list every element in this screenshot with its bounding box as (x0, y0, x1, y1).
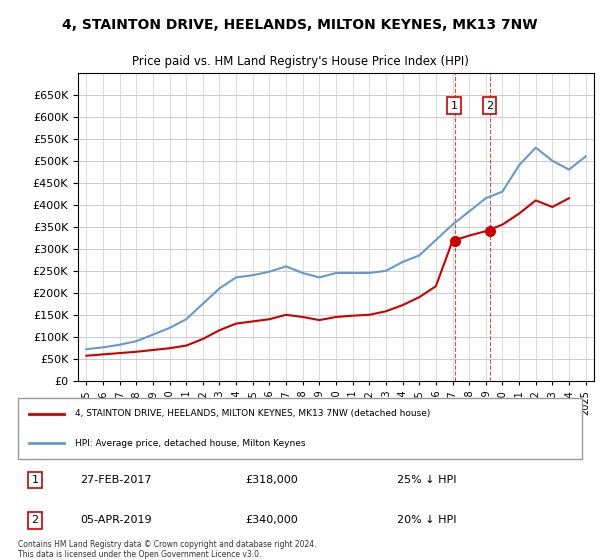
Text: Price paid vs. HM Land Registry's House Price Index (HPI): Price paid vs. HM Land Registry's House … (131, 55, 469, 68)
Text: 1: 1 (32, 475, 38, 485)
Text: 2: 2 (486, 101, 493, 111)
Text: Contains HM Land Registry data © Crown copyright and database right 2024.
This d: Contains HM Land Registry data © Crown c… (18, 540, 316, 559)
Text: £318,000: £318,000 (245, 475, 298, 485)
Text: 20% ↓ HPI: 20% ↓ HPI (397, 515, 457, 525)
FancyBboxPatch shape (18, 398, 582, 459)
Text: HPI: Average price, detached house, Milton Keynes: HPI: Average price, detached house, Milt… (76, 438, 306, 447)
Text: £340,000: £340,000 (245, 515, 298, 525)
Text: 4, STAINTON DRIVE, HEELANDS, MILTON KEYNES, MK13 7NW: 4, STAINTON DRIVE, HEELANDS, MILTON KEYN… (62, 18, 538, 32)
Text: 05-APR-2019: 05-APR-2019 (80, 515, 151, 525)
Text: 2: 2 (31, 515, 38, 525)
Text: 25% ↓ HPI: 25% ↓ HPI (397, 475, 457, 485)
Text: 1: 1 (451, 101, 458, 111)
Text: 4, STAINTON DRIVE, HEELANDS, MILTON KEYNES, MK13 7NW (detached house): 4, STAINTON DRIVE, HEELANDS, MILTON KEYN… (76, 409, 431, 418)
Text: 27-FEB-2017: 27-FEB-2017 (80, 475, 151, 485)
